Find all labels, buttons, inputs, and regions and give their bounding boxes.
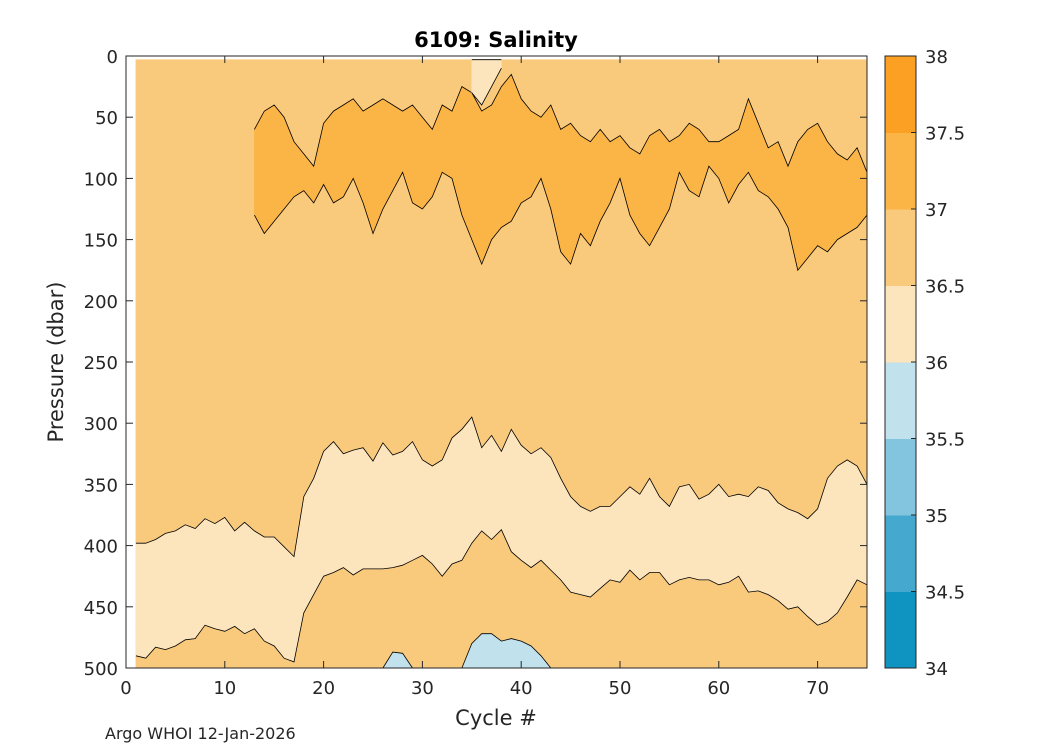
y-tick-label: 200 xyxy=(84,292,118,313)
colorbar-swatch xyxy=(885,362,916,439)
x-axis-label: Cycle # xyxy=(455,706,537,730)
y-tick-label: 0 xyxy=(107,47,118,68)
colorbar-label: 35 xyxy=(925,506,948,527)
colorbar-swatch xyxy=(885,132,916,210)
y-tick-label: 100 xyxy=(84,169,118,190)
colorbar-label: 35.5 xyxy=(925,430,965,451)
isoline-lower-band-36-36.5 xyxy=(135,529,868,663)
x-tick-label: 60 xyxy=(707,678,730,699)
isoline-upper-band-37-37.5 xyxy=(254,73,868,173)
y-tick-label: 400 xyxy=(84,537,118,558)
x-tick-label: 50 xyxy=(609,678,632,699)
colorbar-label: 37 xyxy=(925,200,948,221)
y-tick-label: 450 xyxy=(84,598,118,619)
colorbar-label: 34.5 xyxy=(925,583,965,604)
colorbar-label: 36 xyxy=(925,353,948,374)
isoline-lower-band-37-37.5 xyxy=(254,165,868,272)
x-tick-label: 20 xyxy=(312,678,335,699)
x-tick-label: 30 xyxy=(411,678,434,699)
y-axis-ticks: 0 50 100 150 200 250 300 350 400 450 500 xyxy=(84,47,867,680)
x-tick-label: 70 xyxy=(806,678,829,699)
y-tick-label: 350 xyxy=(84,475,118,496)
x-tick-label: 40 xyxy=(510,678,533,699)
colorbar: 34 34.5 35 35.5 36 36.5 37 37.5 38 xyxy=(884,47,965,680)
chart-title: 6109: Salinity xyxy=(414,28,578,52)
colorbar-swatch xyxy=(885,438,916,516)
credit-footer: Argo WHOI 12-Jan-2026 xyxy=(105,724,296,743)
contour-bands xyxy=(135,59,868,669)
isoline-upper-band-35.5-36-a xyxy=(382,651,413,669)
x-tick-label: 10 xyxy=(213,678,236,699)
isoline-upper-band-36-36.5 xyxy=(135,416,868,558)
colorbar-swatch xyxy=(885,591,916,669)
colorbar-label: 34 xyxy=(925,659,948,680)
y-axis-label: Pressure (dbar) xyxy=(44,282,68,443)
colorbar-swatch xyxy=(885,56,916,133)
y-tick-label: 50 xyxy=(95,108,118,129)
colorbar-label: 37.5 xyxy=(925,124,965,145)
x-tick-label: 0 xyxy=(120,678,131,699)
y-tick-label: 500 xyxy=(84,659,118,680)
colorbar-label: 36.5 xyxy=(925,277,965,298)
plot-area: 0 10 20 30 40 50 60 70 0 50 100 150 200 250 300 350 400… xyxy=(84,47,868,699)
colorbar-label: 38 xyxy=(925,47,948,68)
isoline-lower-band-36-36.5-surface xyxy=(471,68,502,106)
colorbar-swatch xyxy=(885,515,916,592)
y-tick-label: 300 xyxy=(84,414,118,435)
colorbar-swatch xyxy=(885,209,916,286)
x-axis-ticks: 0 10 20 30 40 50 60 70 xyxy=(120,56,829,699)
isoline-upper-band-35.5-36-b xyxy=(461,633,552,669)
y-tick-label: 150 xyxy=(84,231,118,252)
colorbar-swatch xyxy=(885,285,916,363)
y-tick-label: 250 xyxy=(84,353,118,374)
